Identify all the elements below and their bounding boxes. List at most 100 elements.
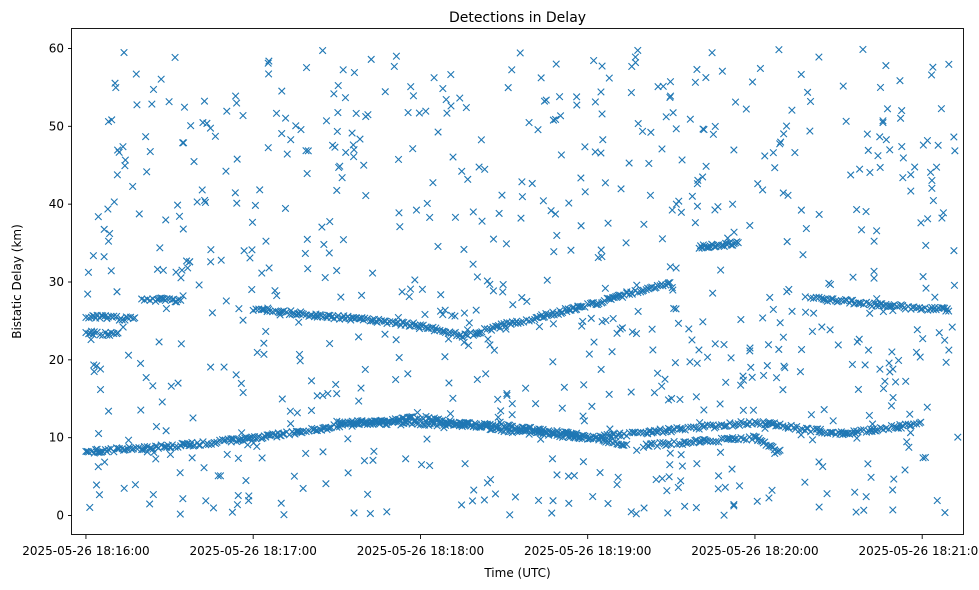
detection-point [469, 260, 477, 268]
detection-point [906, 428, 915, 437]
detection-point [751, 433, 759, 441]
detection-point [287, 136, 295, 144]
detection-point [152, 455, 160, 463]
detection-point [803, 88, 812, 97]
detection-point [820, 405, 828, 414]
detection-point [402, 418, 411, 427]
detection-point [198, 186, 206, 194]
detection-point [788, 106, 796, 114]
detection-point [859, 45, 867, 54]
detection-point [617, 441, 625, 449]
detection-point [470, 486, 478, 494]
detection-point [525, 317, 533, 325]
detection-point [768, 486, 776, 495]
detection-point [703, 421, 712, 429]
detection-point [395, 353, 403, 362]
detection-point [649, 346, 657, 354]
detection-point [886, 146, 894, 154]
detection-point [491, 490, 500, 498]
detection-point [618, 324, 627, 332]
detection-point [688, 336, 696, 344]
detection-point [148, 100, 156, 108]
detection-point [866, 168, 874, 177]
detection-point [390, 62, 398, 71]
detection-point [782, 122, 791, 130]
detection-point [273, 291, 281, 300]
detection-point [539, 197, 548, 205]
detection-point [113, 146, 122, 154]
detection-point [429, 420, 437, 428]
detection-point [573, 101, 581, 109]
detection-point [648, 325, 656, 333]
detection-point [797, 70, 805, 79]
detection-point [412, 206, 421, 214]
detection-point [872, 227, 881, 235]
detection-point [342, 148, 350, 157]
detection-point [556, 112, 565, 120]
detection-point [843, 429, 851, 438]
detection-point [902, 377, 910, 386]
detection-point [363, 420, 372, 429]
detection-point [666, 92, 675, 100]
detection-point [579, 412, 587, 420]
chart-title: Detections in Delay [449, 10, 586, 26]
detection-point [421, 310, 429, 319]
detection-point [237, 379, 246, 388]
detection-point [501, 322, 510, 330]
detection-point [666, 78, 675, 86]
detection-point [746, 347, 754, 355]
detection-point [319, 424, 327, 432]
detection-point [685, 325, 693, 333]
detection-point [876, 133, 884, 141]
detection-point [367, 55, 375, 64]
detection-point [558, 404, 567, 412]
detection-point [547, 206, 555, 215]
detection-point [231, 92, 240, 100]
detection-point [114, 329, 122, 337]
detection-point [659, 282, 667, 290]
detection-point [772, 373, 781, 382]
detection-point [451, 213, 460, 221]
detection-point [350, 509, 358, 517]
detection-point [349, 152, 358, 161]
detection-point [437, 291, 445, 299]
detection-point [632, 329, 641, 338]
detection-point [731, 98, 740, 106]
detection-point [118, 316, 126, 324]
detection-point [98, 312, 107, 320]
detection-point [808, 436, 817, 444]
detection-point [882, 61, 890, 70]
detection-point [306, 311, 315, 320]
detection-point [281, 114, 290, 122]
detection-point [460, 309, 469, 317]
detection-point [874, 151, 882, 160]
detection-point [360, 457, 369, 465]
detection-point [712, 437, 720, 446]
detection-point [457, 501, 466, 509]
detection-point [265, 264, 273, 272]
detection-point [885, 425, 893, 433]
detection-point [886, 302, 894, 310]
detection-point [801, 308, 810, 316]
detection-point [149, 490, 158, 499]
detection-point [678, 425, 687, 433]
detection-point [176, 510, 184, 518]
detection-point [110, 198, 118, 206]
detection-point [239, 388, 247, 397]
detection-point [489, 421, 497, 429]
detection-point [591, 98, 600, 106]
detection-point [623, 440, 631, 449]
detection-point [94, 213, 103, 221]
detection-point [178, 266, 186, 274]
detection-point [931, 293, 939, 301]
detection-point [627, 88, 636, 97]
detection-point [355, 397, 363, 405]
detection-point [243, 434, 252, 443]
detection-point [933, 496, 941, 505]
detection-point [692, 393, 701, 401]
detection-point [896, 76, 904, 85]
detection-point [862, 493, 870, 501]
detection-point [579, 458, 588, 466]
detection-point [640, 504, 648, 512]
detection-point [597, 365, 605, 374]
